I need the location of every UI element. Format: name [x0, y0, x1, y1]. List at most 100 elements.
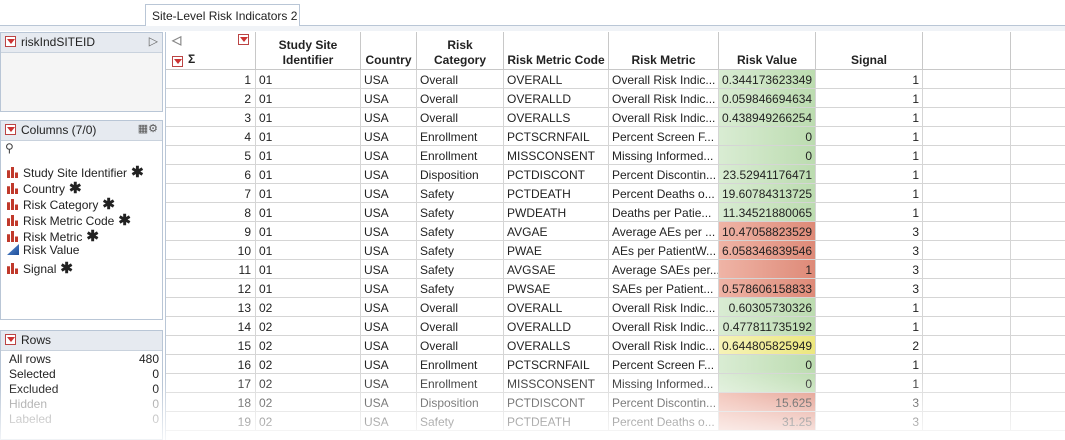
row-number[interactable]: 10	[166, 241, 256, 260]
risk-category: Overall	[417, 317, 504, 336]
row-number[interactable]: 11	[166, 260, 256, 279]
risk-value: 0	[719, 146, 816, 165]
country: USA	[361, 146, 417, 165]
site-id: 01	[256, 184, 361, 203]
risk-category: Overall	[417, 336, 504, 355]
columns-menu[interactable]	[238, 34, 249, 45]
empty-header	[923, 32, 1011, 70]
site-id: 01	[256, 146, 361, 165]
empty-cell	[923, 260, 1011, 279]
row-stat: All rows480	[9, 352, 159, 367]
search-field[interactable]: ⚲	[5, 141, 155, 156]
menu-button[interactable]	[5, 334, 16, 345]
site-id: 02	[256, 317, 361, 336]
row-number[interactable]: 1	[166, 70, 256, 89]
site-id: 01	[256, 70, 361, 89]
column-item[interactable]: Risk Value	[7, 243, 79, 259]
menu-button[interactable]	[5, 36, 16, 47]
row-number[interactable]: 7	[166, 184, 256, 203]
risk-metric-code: PCTDEATH	[504, 184, 609, 203]
column-item[interactable]: Risk Metric✱	[7, 227, 99, 243]
row-number[interactable]: 16	[166, 355, 256, 374]
column-name: Risk Category	[23, 198, 98, 212]
column-type-icon	[7, 263, 19, 274]
signal: 1	[816, 89, 923, 108]
rows-menu[interactable]	[172, 56, 183, 67]
column-item[interactable]: Risk Category✱	[7, 195, 115, 211]
run-arrow[interactable]: ▷	[149, 34, 158, 48]
row-number[interactable]: 18	[166, 393, 256, 412]
risk-metric: Percent Screen F...	[609, 127, 719, 146]
column-item[interactable]: Study Site Identifier✱	[7, 163, 144, 179]
row-number[interactable]: 5	[166, 146, 256, 165]
row-number[interactable]: 2	[166, 89, 256, 108]
row-number[interactable]: 12	[166, 279, 256, 298]
select-all[interactable]: ◁	[172, 33, 181, 48]
risk-metric: Overall Risk Indic...	[609, 317, 719, 336]
column-header[interactable]: Country	[361, 32, 417, 70]
empty-cell	[923, 203, 1011, 222]
risk-metric: Average AEs per ...	[609, 222, 719, 241]
row-stat-value: 0	[152, 412, 159, 426]
signal: 1	[816, 108, 923, 127]
scripts-panel: riskIndSITEID ▷	[0, 32, 163, 112]
column-name: Country	[23, 182, 65, 196]
country: USA	[361, 260, 417, 279]
risk-category: Overall	[417, 108, 504, 127]
risk-metric: Percent Deaths o...	[609, 184, 719, 203]
row-number[interactable]: 19	[166, 412, 256, 431]
signal: 1	[816, 298, 923, 317]
column-header[interactable]: Risk Metric Code	[504, 32, 609, 70]
table-tab[interactable]: Site-Level Risk Indicators 2	[145, 4, 300, 26]
empty-cell	[1011, 241, 1065, 260]
rows-header: Rows	[1, 331, 162, 351]
column-item[interactable]: Country✱	[7, 179, 82, 195]
row-number[interactable]: 13	[166, 298, 256, 317]
empty-cell	[923, 279, 1011, 298]
site-id: 01	[256, 165, 361, 184]
row-stat: Selected0	[9, 367, 159, 382]
row-number[interactable]: 3	[166, 108, 256, 127]
row-number[interactable]: 8	[166, 203, 256, 222]
column-header[interactable]: Study Site Identifier	[256, 32, 361, 70]
site-id: 02	[256, 298, 361, 317]
risk-value: 1	[719, 260, 816, 279]
empty-cell	[1011, 203, 1065, 222]
empty-cell	[923, 374, 1011, 393]
empty-cell	[1011, 222, 1065, 241]
menu-button[interactable]	[5, 124, 16, 135]
row-stat-label: Excluded	[9, 382, 58, 396]
column-item[interactable]: Risk Metric Code✱	[7, 211, 131, 227]
column-header[interactable]: Signal	[816, 32, 923, 70]
signal: 3	[816, 241, 923, 260]
signal: 1	[816, 165, 923, 184]
row-number[interactable]: 14	[166, 317, 256, 336]
column-header[interactable]: Risk Category	[417, 32, 504, 70]
row-number[interactable]: 9	[166, 222, 256, 241]
row-number[interactable]: 15	[166, 336, 256, 355]
column-item[interactable]: Signal✱	[7, 259, 73, 275]
column-header[interactable]: Risk Metric	[609, 32, 719, 70]
country: USA	[361, 127, 417, 146]
script-name[interactable]: riskIndSITEID	[21, 35, 95, 49]
row-number[interactable]: 17	[166, 374, 256, 393]
row-number[interactable]: 4	[166, 127, 256, 146]
risk-metric-code: OVERALL	[504, 298, 609, 317]
sigma-icon[interactable]: Σ	[188, 52, 195, 67]
columns-icon[interactable]: ▦⚙	[138, 122, 158, 135]
column-type-icon	[7, 244, 19, 255]
country: USA	[361, 393, 417, 412]
country: USA	[361, 336, 417, 355]
row-number[interactable]: 6	[166, 165, 256, 184]
empty-header	[1011, 32, 1065, 70]
risk-category: Enrollment	[417, 374, 504, 393]
column-property-icon: ✱	[131, 164, 144, 181]
risk-category: Overall	[417, 89, 504, 108]
risk-metric: Percent Deaths o...	[609, 412, 719, 431]
site-id: 01	[256, 279, 361, 298]
empty-cell	[1011, 146, 1065, 165]
column-header[interactable]: Risk Value	[719, 32, 816, 70]
risk-metric: AEs per PatientW...	[609, 241, 719, 260]
row-stat-label: Labeled	[9, 412, 52, 426]
